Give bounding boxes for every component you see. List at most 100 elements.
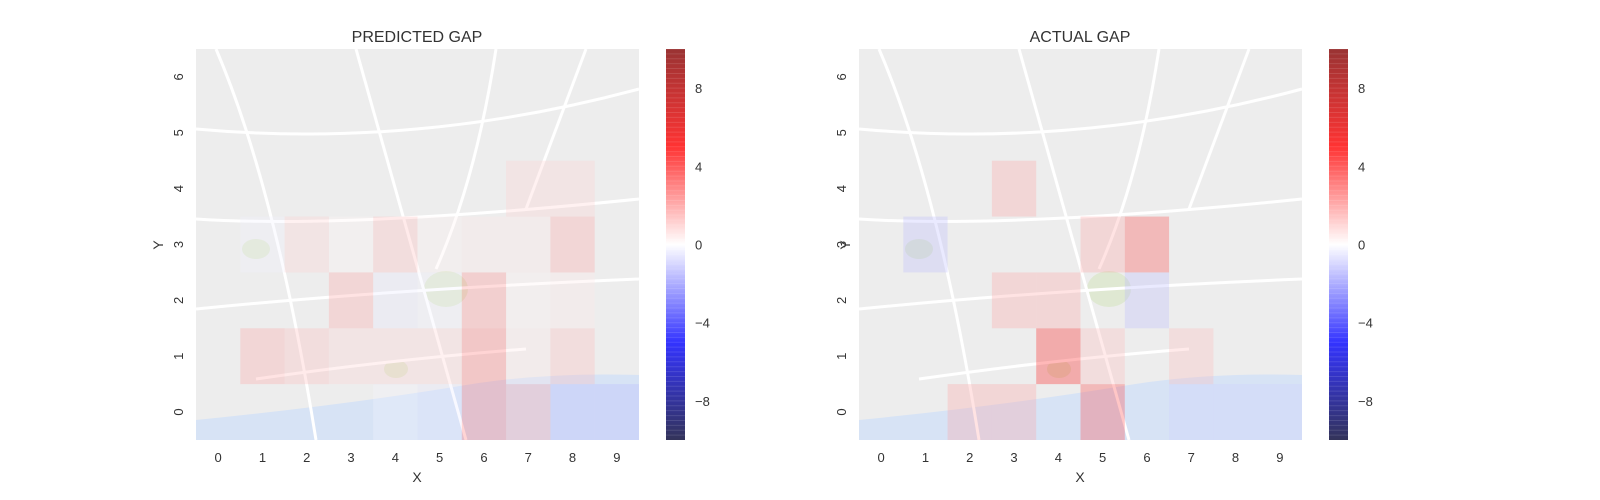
colorbar-tick-label: 4 bbox=[695, 159, 702, 174]
x-tick-label: 0 bbox=[215, 450, 222, 465]
x-tick-label: 6 bbox=[480, 450, 487, 465]
x-tick-label: 5 bbox=[1099, 450, 1106, 465]
road-line bbox=[858, 87, 1303, 136]
y-tick-label: 4 bbox=[834, 185, 849, 192]
heatmap-cell bbox=[240, 328, 285, 385]
y-axis-label: Y bbox=[837, 240, 853, 250]
heatmap-cell bbox=[594, 384, 639, 440]
colorbar: −8 −4 0 4 8 bbox=[666, 48, 710, 440]
colorbar-tick-label: 0 bbox=[695, 238, 702, 253]
colorbar-tick-label: 8 bbox=[695, 81, 702, 96]
panel-actual: ACTUAL GAP 0 1 2 3 4 5 6 7 8 9 0 1 2 3 4 5 6 X Y −8 −4 0 4… bbox=[834, 29, 1373, 485]
x-tick-label: 2 bbox=[303, 450, 310, 465]
road-line bbox=[1097, 48, 1161, 270]
x-tick-label: 0 bbox=[878, 450, 885, 465]
x-tick-label: 9 bbox=[1276, 450, 1283, 465]
road-line bbox=[195, 277, 640, 311]
colorbar: −8 −4 0 4 8 bbox=[1329, 48, 1373, 440]
heatmap-cells bbox=[903, 160, 1302, 440]
chart-title: PREDICTED GAP bbox=[352, 29, 483, 46]
heatmap-cell bbox=[373, 328, 418, 385]
heatmap-cell bbox=[328, 272, 374, 329]
heatmap-cell bbox=[1124, 216, 1170, 273]
colorbar-tick-label: 4 bbox=[1358, 159, 1365, 174]
chart-title: ACTUAL GAP bbox=[1030, 29, 1131, 46]
colorbar-tick-label: 8 bbox=[1358, 81, 1365, 96]
x-tick-label: 2 bbox=[966, 450, 973, 465]
heatmap-cell bbox=[550, 160, 595, 217]
heatmap-cell bbox=[1169, 328, 1214, 385]
road-line bbox=[918, 347, 1190, 381]
colorbar-gradient bbox=[1329, 49, 1348, 440]
heatmap-cell bbox=[550, 328, 595, 385]
heatmap-cell bbox=[328, 216, 374, 273]
heatmap-cell bbox=[284, 328, 329, 385]
y-tick-label: 2 bbox=[171, 297, 186, 304]
x-tick-label: 9 bbox=[613, 450, 620, 465]
heatmap-cell bbox=[417, 216, 462, 273]
heatmap-cell bbox=[328, 328, 374, 385]
heatmap-cell bbox=[1169, 384, 1214, 440]
colorbar-tick-label: −8 bbox=[695, 394, 710, 409]
x-tick-label: 1 bbox=[259, 450, 266, 465]
heatmap-cell bbox=[991, 160, 1037, 217]
y-tick-label: 6 bbox=[171, 73, 186, 80]
y-tick-labels: 0 1 2 3 4 5 6 bbox=[834, 73, 849, 415]
park-shape bbox=[905, 239, 933, 259]
road-line bbox=[434, 48, 498, 270]
heatmap-cell bbox=[991, 384, 1037, 440]
heatmap-cell bbox=[1080, 216, 1125, 273]
x-axis-label: X bbox=[412, 469, 422, 485]
y-tick-label: 4 bbox=[171, 185, 186, 192]
x-tick-label: 3 bbox=[1010, 450, 1017, 465]
heatmap-cell bbox=[461, 328, 507, 385]
road-line bbox=[195, 87, 640, 136]
heatmap-cell bbox=[991, 272, 1037, 329]
heatmap-cell bbox=[373, 216, 418, 273]
y-tick-label: 6 bbox=[834, 73, 849, 80]
y-tick-label: 5 bbox=[171, 129, 186, 136]
heatmap-cells bbox=[240, 160, 639, 440]
heatmap-cell bbox=[506, 160, 551, 217]
park-shape bbox=[1047, 360, 1071, 378]
y-tick-label: 1 bbox=[171, 353, 186, 360]
heatmap-cell bbox=[947, 384, 992, 440]
x-tick-label: 8 bbox=[569, 450, 576, 465]
y-tick-label: 3 bbox=[171, 241, 186, 248]
heatmap-cell bbox=[461, 216, 507, 273]
map-land bbox=[859, 49, 1302, 440]
map-background bbox=[858, 48, 1303, 441]
heatmap-cell bbox=[461, 384, 507, 440]
x-tick-label: 8 bbox=[1232, 450, 1239, 465]
x-tick-label: 7 bbox=[1188, 450, 1195, 465]
road-line bbox=[354, 48, 468, 441]
road-line bbox=[214, 48, 318, 441]
road-line bbox=[858, 197, 1303, 223]
heatmap-cell bbox=[550, 384, 595, 440]
x-tick-labels: 0 1 2 3 4 5 6 7 8 9 bbox=[878, 450, 1284, 465]
heatmap-cell bbox=[240, 216, 285, 273]
colorbar-tick-label: −4 bbox=[695, 316, 710, 331]
x-tick-label: 4 bbox=[392, 450, 399, 465]
y-axis-label: Y bbox=[150, 240, 166, 250]
road-line bbox=[255, 347, 527, 381]
y-tick-label: 5 bbox=[834, 129, 849, 136]
colorbar-tick-label: −8 bbox=[1358, 394, 1373, 409]
heatmap-cell bbox=[506, 384, 551, 440]
river-shape bbox=[859, 374, 1302, 440]
y-tick-label: 0 bbox=[171, 408, 186, 415]
road-line bbox=[1187, 48, 1251, 210]
x-axis-label: X bbox=[1075, 469, 1085, 485]
park-shape bbox=[242, 239, 270, 259]
x-tick-label: 1 bbox=[922, 450, 929, 465]
heatmap-cell bbox=[506, 272, 551, 329]
heatmap-cell bbox=[550, 272, 595, 329]
heatmap-cell bbox=[506, 216, 551, 273]
heatmap-cell bbox=[1036, 328, 1081, 385]
heatmap-cell bbox=[284, 216, 329, 273]
heatmap-cell bbox=[1213, 384, 1258, 440]
heatmap-cell bbox=[373, 384, 418, 440]
heatmap-cell bbox=[417, 328, 462, 385]
colorbar-tick-label: −4 bbox=[1358, 316, 1373, 331]
